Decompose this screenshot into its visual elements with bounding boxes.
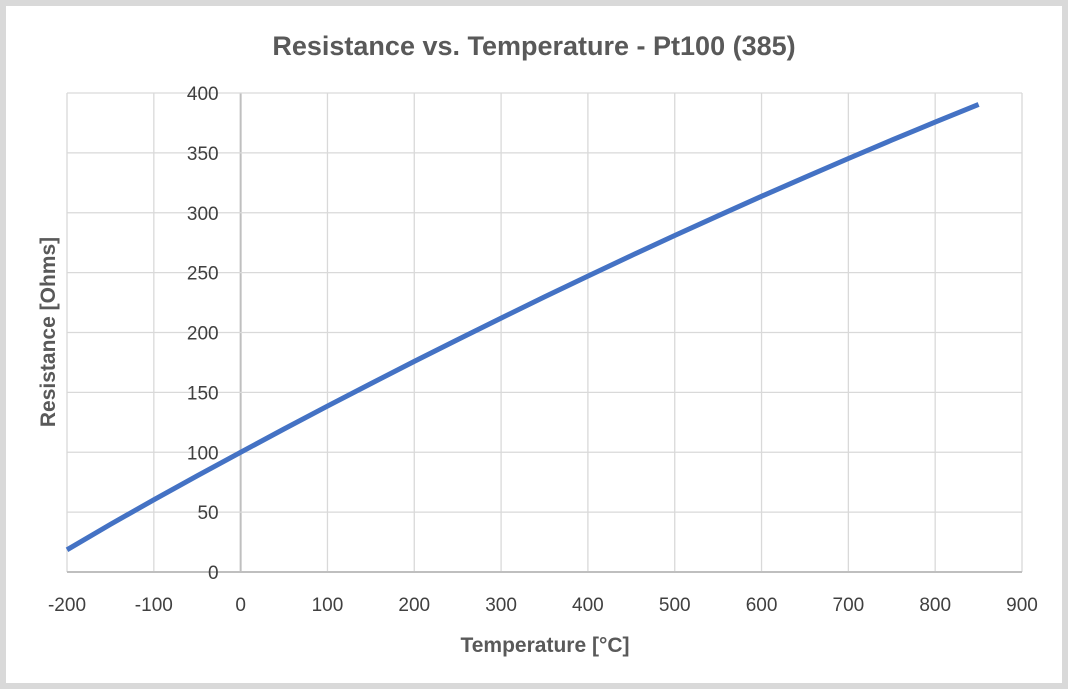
x-tick-label: 100	[312, 595, 344, 616]
x-tick-label: 0	[235, 595, 246, 616]
x-tick-label: 700	[833, 595, 865, 616]
y-tick-label: 300	[187, 204, 219, 225]
x-tick-label: 300	[485, 595, 517, 616]
y-tick-label: 50	[197, 503, 218, 524]
x-tick-label: 400	[572, 595, 604, 616]
y-tick-label: 250	[187, 264, 219, 285]
y-tick-label: 0	[208, 563, 219, 584]
x-tick-label: 600	[746, 595, 778, 616]
y-tick-label: 350	[187, 144, 219, 165]
y-tick-label: 100	[187, 443, 219, 464]
x-tick-label: 800	[919, 595, 951, 616]
y-tick-label: 400	[187, 84, 219, 105]
y-tick-label: 150	[187, 383, 219, 404]
x-tick-label: -200	[48, 595, 86, 616]
series-line	[65, 102, 980, 552]
x-tick-label: 500	[659, 595, 691, 616]
chart-title: Resistance vs. Temperature - Pt100 (385)	[272, 31, 795, 61]
y-axis-title: Resistance [Ohms]	[37, 237, 60, 427]
x-tick-label: 900	[1006, 595, 1038, 616]
x-axis-title: Temperature [°C]	[460, 634, 629, 657]
x-tick-label: 200	[398, 595, 430, 616]
gridlines	[66, 92, 1023, 573]
x-tick-label: -100	[135, 595, 173, 616]
tick-labels: -200 -100 0 100 200 300 400 500 600 700 800 900 0 50 1…	[48, 84, 1038, 616]
y-tick-label: 200	[187, 324, 219, 345]
